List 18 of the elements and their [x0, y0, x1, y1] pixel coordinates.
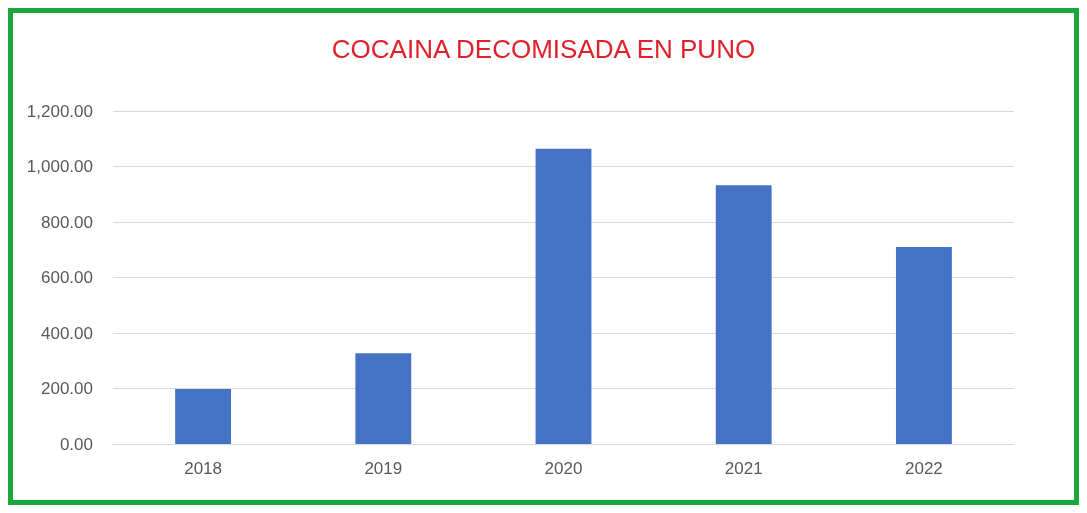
bar: [175, 389, 232, 444]
x-tick-label: 2019: [364, 459, 403, 478]
y-tick-label: 1,200.00: [26, 101, 93, 121]
chart-title: COCAINA DECOMISADA EN PUNO: [331, 34, 756, 64]
x-tick-label: 2021: [724, 459, 763, 478]
y-tick-label: 1,000.00: [26, 157, 93, 176]
x-tick-label: 2022: [904, 459, 943, 478]
bar: [535, 148, 592, 444]
bar: [895, 246, 952, 444]
bar: [715, 185, 772, 444]
y-tick-label: 0.00: [59, 434, 93, 454]
y-tick-label: 200.00: [41, 379, 93, 398]
y-tick-label: 800.00: [41, 212, 93, 232]
x-tick-label: 2018: [184, 459, 223, 478]
y-tick-label: 400.00: [41, 323, 93, 343]
x-tick-label: 2020: [544, 459, 583, 478]
y-tick-label: 600.00: [41, 268, 93, 287]
bar: [355, 353, 412, 444]
